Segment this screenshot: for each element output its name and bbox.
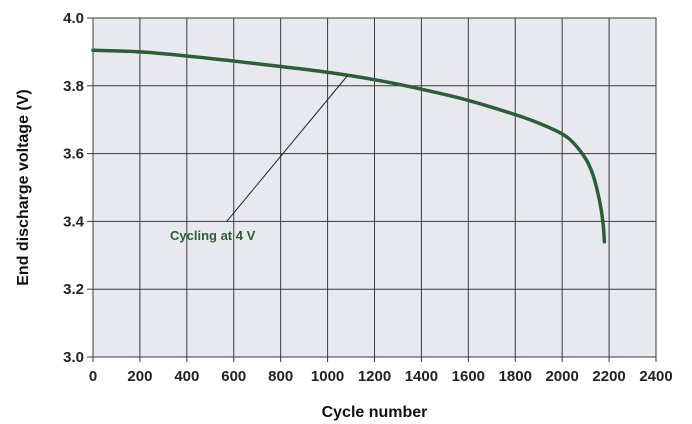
x-tick-label: 1200 <box>358 368 391 385</box>
x-tick-label: 1800 <box>499 368 532 385</box>
x-axis-ticks: 0 200 400 600 800 1000 1200 1400 1600 1800 2000 220… <box>89 357 673 385</box>
y-tick-label: 4.0 <box>63 10 84 27</box>
y-tick-label: 3.0 <box>63 349 84 366</box>
x-tick-label: 2200 <box>592 368 625 385</box>
x-tick-label: 1400 <box>405 368 438 385</box>
y-axis-ticks: 3.0 3.2 3.4 3.6 3.8 4.0 <box>63 10 93 366</box>
y-tick-label: 3.8 <box>63 78 84 95</box>
x-axis-title: Cycle number <box>322 404 428 421</box>
x-tick-label: 2400 <box>639 368 672 385</box>
x-tick-label: 600 <box>221 368 246 385</box>
y-tick-label: 3.6 <box>63 146 84 163</box>
x-tick-label: 2000 <box>545 368 578 385</box>
y-axis-title: End discharge voltage (V) <box>15 89 32 285</box>
annotation-layer: Cycling at 4 V <box>170 75 348 243</box>
x-tick-label: 0 <box>89 368 97 385</box>
annotation-label: Cycling at 4 V <box>170 228 256 243</box>
x-tick-label: 200 <box>127 368 152 385</box>
x-tick-label: 1600 <box>452 368 485 385</box>
series-layer <box>91 48 607 244</box>
x-tick-label: 1000 <box>311 368 344 385</box>
y-tick-label: 3.4 <box>63 213 85 230</box>
x-tick-label: 400 <box>174 368 199 385</box>
series-line <box>91 48 607 244</box>
x-tick-label: 800 <box>268 368 293 385</box>
y-tick-label: 3.2 <box>63 281 84 298</box>
annotation-leader-line <box>226 75 348 222</box>
